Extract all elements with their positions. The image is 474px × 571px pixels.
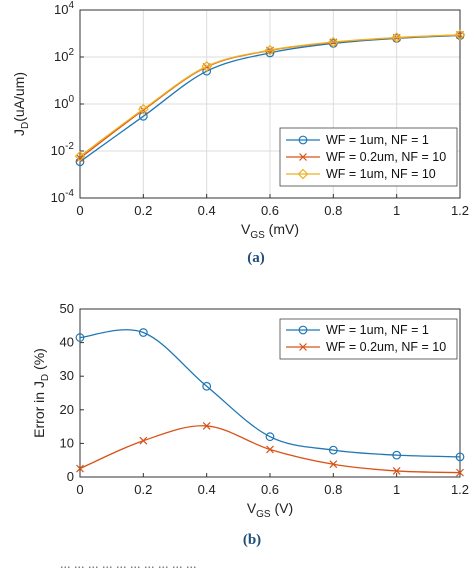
chart-b-legend-label-1: WF = 0.2um, NF = 10 [326, 340, 446, 354]
chart-a-series-2-marker [74, 150, 86, 162]
chart-b-series-1-marker [139, 436, 148, 445]
chart-b-series-0-marker [75, 333, 85, 342]
chart-b: 0 0.2 0.4 0.6 0.8 1 1.2 0 10 20 30 40 50 WF = 1um, … [31, 301, 469, 548]
chart-b-series-1-marker [266, 445, 274, 454]
chart-b-y-tick-label: 10 [60, 435, 74, 450]
chart-b-series-line-0 [79, 329, 461, 458]
chart-a-legend-marker-2 [297, 168, 309, 180]
chart-b-legend-label-0: WF = 1um, NF = 1 [326, 323, 429, 337]
chart-a-legend: WF = 1um, NF = 1 WF = 0.2um, NF = 10 WF … [279, 127, 458, 187]
chart-b-x-tick-label: 0 [76, 482, 83, 497]
chart-a-legend-label-2: WF = 1um, NF = 10 [326, 167, 436, 181]
chart-a: 0 0.2 0.4 0.6 0.8 1 1.2 104 102 100 10-2 10-4 WF =… [11, 0, 469, 266]
chart-b-series-1-marker [456, 468, 464, 477]
chart-b-x-tick-label: 0.4 [198, 482, 216, 497]
chart-a-series-2-marker [454, 29, 466, 41]
chart-b-x-tick-label: 0.6 [261, 482, 279, 497]
chart-b-series-1-marker [202, 422, 211, 430]
chart-a-y-axis-label: JD(uA/um) [11, 72, 31, 136]
chart-a-x-tick-label: 1.2 [451, 203, 469, 218]
chart-b-legend-marker-0 [298, 325, 308, 335]
chart-b-series-group [75, 328, 465, 477]
chart-b-series-0-marker [265, 432, 275, 442]
chart-b-series-0-marker [328, 445, 338, 455]
chart-b-series-0-marker [455, 452, 465, 462]
chart-a-series-0-marker [265, 48, 275, 58]
footer-text: ... ... ... ... ... ... ... ... ... ... [60, 557, 197, 571]
chart-b-series-0-marker [392, 450, 402, 460]
chart-a-legend-marker-0 [298, 135, 308, 145]
chart-b-x-tick-label: 0.8 [324, 482, 342, 497]
chart-a-y-tick-label: 10-4 [51, 188, 75, 205]
chart-a-legend-marker-1 [299, 153, 307, 161]
chart-b-series-1-marker [329, 460, 338, 469]
chart-a-x-tick-label: 0.2 [134, 203, 152, 218]
chart-b-x-ticks: 0 0.2 0.4 0.6 0.8 1 1.2 [76, 473, 469, 497]
chart-b-y-tick-label: 20 [60, 402, 74, 417]
chart-a-series-2-marker [201, 61, 213, 72]
chart-b-x-tick-label: 1 [393, 482, 400, 497]
chart-a-x-ticks: 0 0.2 0.4 0.6 0.8 1 1.2 [76, 194, 469, 218]
chart-b-y-tick-label: 0 [67, 469, 74, 484]
chart-a-series-2-marker [391, 32, 403, 43]
chart-b-y-tick-label: 40 [60, 335, 74, 350]
chart-a-x-axis-label: VGS (mV) [241, 221, 299, 241]
chart-b-caption: (b) [243, 532, 261, 548]
chart-b-legend: WF = 1um, NF = 1 WF = 0.2um, NF = 10 [279, 318, 458, 360]
chart-b-x-tick-label: 0.2 [134, 482, 152, 497]
chart-b-y-tick-label: 50 [60, 301, 74, 316]
chart-b-x-axis-label: VGS (V) [247, 500, 293, 520]
chart-b-y-axis-label: Error in JD (%) [31, 348, 51, 438]
chart-b-legend-marker-1 [299, 343, 307, 351]
chart-a-x-tick-label: 0.6 [261, 203, 279, 218]
chart-b-x-tick-label: 1.2 [451, 482, 469, 497]
chart-a-y-tick-label: 10-2 [51, 141, 75, 158]
chart-a-x-tick-label: 1 [393, 203, 400, 218]
chart-a-caption: (a) [247, 250, 265, 266]
chart-a-series-0-marker [138, 111, 148, 121]
chart-a-series-2-marker [137, 103, 149, 115]
chart-b-series-1-marker [76, 464, 84, 473]
chart-a-legend-label-1: WF = 0.2um, NF = 10 [326, 150, 446, 164]
chart-a-x-tick-label: 0.8 [324, 203, 342, 218]
chart-a-y-tick-label: 104 [54, 0, 74, 17]
chart-a-series-group [74, 29, 466, 167]
chart-b-series-0-marker [138, 328, 148, 337]
chart-a-series-1-marker [76, 154, 84, 162]
chart-b-series-0-marker [202, 381, 212, 391]
chart-a-x-tick-label: 0 [76, 203, 83, 218]
chart-a-y-tick-label: 100 [54, 94, 74, 111]
chart-a-series-2-marker [264, 44, 276, 56]
chart-b-y-tick-label: 30 [60, 368, 74, 383]
chart-a-series-2-marker [327, 36, 339, 48]
chart-b-series-1-marker [392, 467, 401, 475]
chart-b-legend-box [279, 318, 458, 360]
chart-a-x-tick-label: 0.4 [198, 203, 216, 218]
chart-a-y-ticks: 104 102 100 10-2 10-4 [51, 0, 84, 205]
chart-b-y-ticks: 0 10 20 30 40 50 [60, 301, 84, 484]
chart-a-y-tick-label: 102 [54, 47, 74, 64]
chart-a-legend-label-0: WF = 1um, NF = 1 [326, 133, 429, 147]
